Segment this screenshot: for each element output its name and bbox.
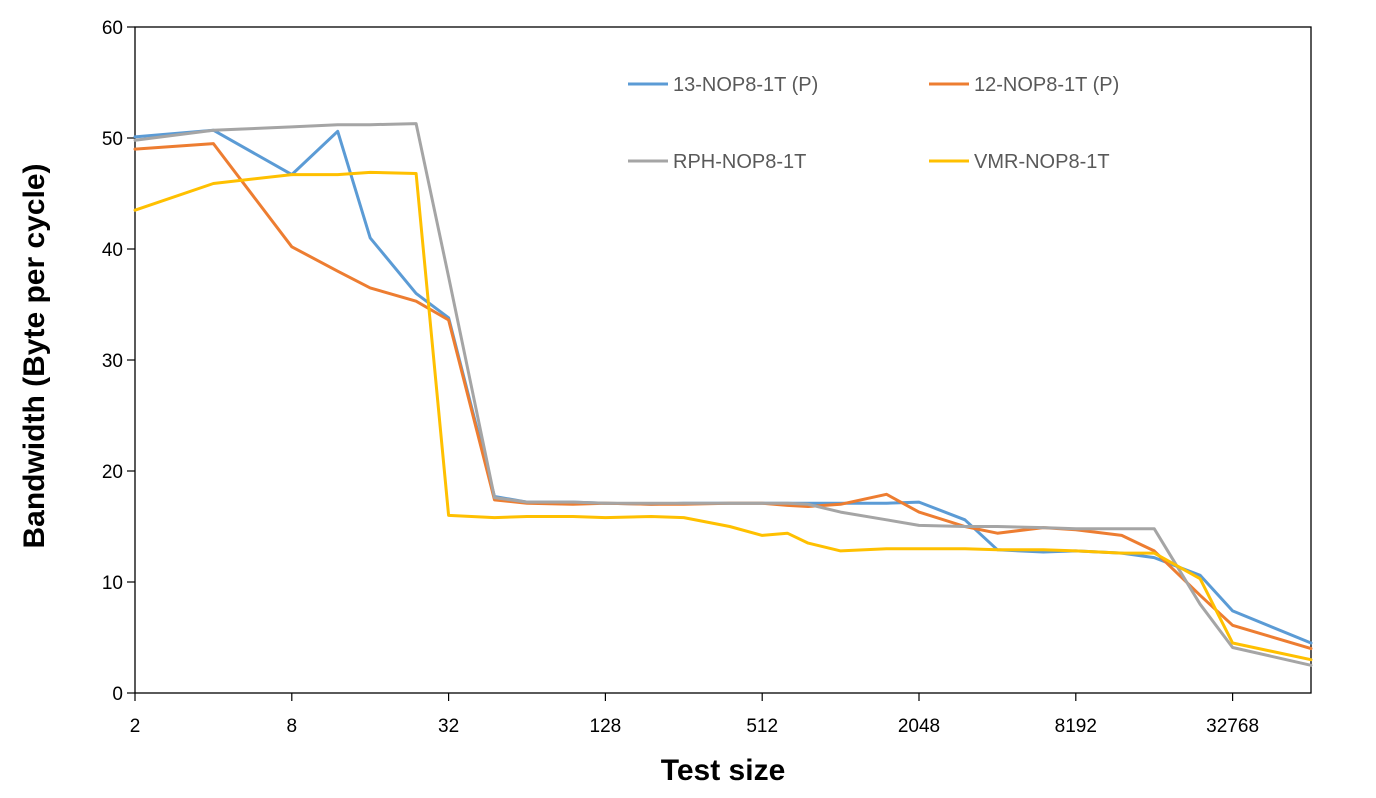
legend-item: RPH-NOP8-1T	[628, 151, 806, 173]
legend-label: VMR-NOP8-1T	[974, 151, 1110, 173]
y-tick-label: 50	[102, 129, 123, 150]
legend-item: 13-NOP8-1T (P)	[628, 74, 818, 96]
series-line-rph-nop8-1t	[133, 122, 1313, 667]
x-axis-label: Test size	[661, 754, 786, 787]
legend-item: VMR-NOP8-1T	[929, 151, 1110, 173]
x-axis-ticks: 2 8 32 128 512 2048 8192 32768	[130, 693, 1259, 737]
y-axis-label: Bandwidth (Byte per cycle)	[18, 163, 51, 548]
y-tick-label: 60	[102, 18, 123, 39]
x-tick-label: 2	[130, 716, 141, 737]
x-tick-label: 32768	[1206, 716, 1259, 737]
y-axis-ticks: 0 10 20 30 40 50 60	[102, 18, 135, 705]
legend-label: RPH-NOP8-1T	[673, 151, 806, 173]
y-tick-label: 40	[102, 240, 123, 261]
x-tick-label: 8192	[1055, 716, 1097, 737]
x-tick-label: 32	[438, 716, 459, 737]
y-tick-label: 20	[102, 462, 123, 483]
legend-label: 13-NOP8-1T (P)	[673, 74, 818, 96]
x-tick-label: 8	[287, 716, 298, 737]
y-tick-label: 30	[102, 351, 123, 372]
series-line-vmr-nop8-1t	[133, 170, 1313, 662]
y-tick-label: 10	[102, 573, 123, 594]
legend-label: 12-NOP8-1T (P)	[974, 74, 1119, 96]
x-tick-label: 512	[746, 716, 778, 737]
x-tick-label: 128	[590, 716, 622, 737]
legend: 13-NOP8-1T (P) 12-NOP8-1T (P) RPH-NOP8-1T V…	[628, 74, 1119, 173]
legend-item: 12-NOP8-1T (P)	[929, 74, 1119, 96]
y-tick-label: 0	[112, 684, 123, 705]
x-tick-label: 2048	[898, 716, 940, 737]
series-lines	[133, 122, 1313, 667]
